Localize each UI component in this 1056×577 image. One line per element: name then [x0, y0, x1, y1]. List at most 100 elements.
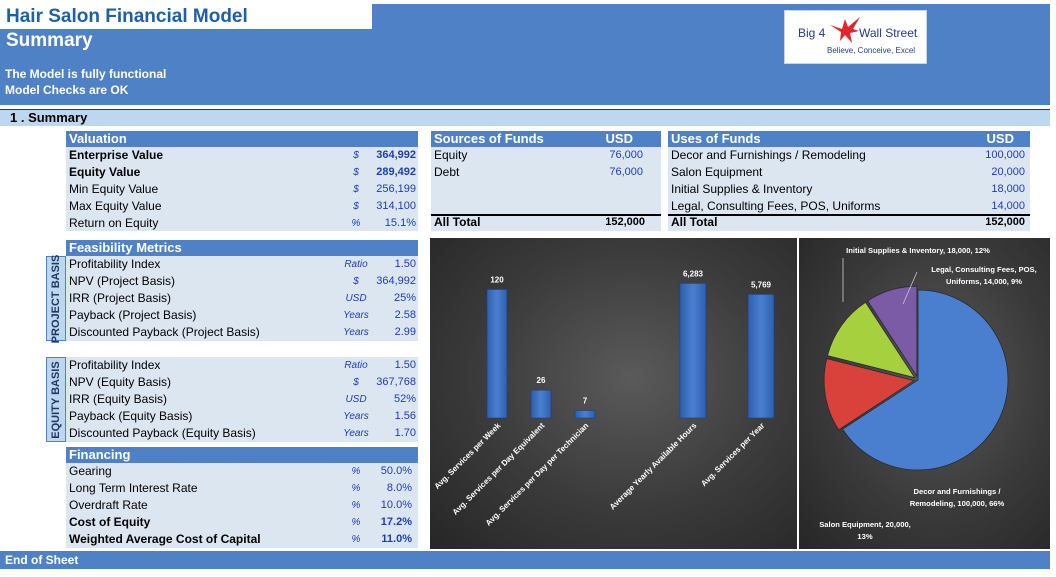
bar-category-label: Average Yearly Available Hours: [608, 421, 699, 512]
project-metric-row-label: Discounted Payback (Project Basis): [69, 325, 260, 339]
valuation-row-label: Enterprise Value: [69, 148, 164, 162]
company-logo: Big 4 Wall Street Believe, Conceive, Exc…: [784, 10, 927, 64]
equity-metric-row-unit: $: [353, 377, 359, 388]
bar-data-label: 7: [583, 397, 588, 406]
equity-metric-row-label: NPV (Equity Basis): [69, 375, 172, 389]
valuation-row: Max Equity Value $314,100: [66, 198, 418, 215]
uses-row: Initial Supplies & Inventory 18,000: [668, 181, 1030, 198]
project-metric-row: Profitability Index Ratio 1.50: [66, 256, 418, 273]
bar-data-label: 5,769: [751, 280, 772, 289]
valuation-row-unit: %: [351, 218, 361, 229]
financing-row-label: Overdraft Rate: [69, 498, 148, 512]
feasibility-panel: Feasibility Metrics Profitability Index R…: [66, 240, 418, 442]
equity-metric-row-label: Discounted Payback (Equity Basis): [69, 426, 256, 440]
uses-row-value: 18,000: [991, 183, 1025, 195]
project-metric-row-label: IRR (Project Basis): [69, 291, 172, 305]
project-metric-row: Payback (Project Basis) Years 2.58: [66, 307, 418, 324]
project-metric-row-unit: $: [353, 276, 359, 287]
bar-data-label: 6,283: [683, 269, 704, 278]
financing-row: Overdraft Rate% 10.0%: [66, 497, 418, 514]
valuation-row-value: 364,992: [376, 149, 416, 161]
pie-slice: [823, 358, 916, 431]
equity-metric-row-value: 52%: [393, 393, 416, 405]
section-header: 1 . Summary: [0, 109, 1050, 126]
equity-metric-row-value: 367,768: [376, 376, 416, 388]
financing-row-label: Long Term Interest Rate: [69, 481, 198, 495]
uses-currency: USD: [986, 131, 1014, 146]
uses-header: Uses of Funds USD: [668, 131, 1030, 147]
sources-panel: Sources of Funds USD Equity 76,000 Debt 76,…: [431, 131, 661, 231]
valuation-header: Valuation: [66, 131, 418, 147]
uses-row-label: Initial Supplies & Inventory: [671, 182, 813, 196]
valuation-body: [66, 147, 418, 231]
pie-slice: [867, 285, 918, 378]
project-metric-row-value: 2.58: [394, 309, 416, 321]
project-metric-row: IRR (Project Basis) USD 25%: [66, 290, 418, 307]
valuation-row: Equity Value $289,492: [66, 164, 418, 181]
financing-row-value: 50.0%: [380, 465, 412, 477]
equity-metric-row-unit: Years: [343, 411, 369, 422]
project-basis-tag: PROJECT BASIS: [46, 254, 66, 343]
project-metric-row-unit: Years: [343, 327, 369, 338]
equity-metric-row: NPV (Equity Basis) $367,768: [66, 374, 418, 391]
equity-metric-row-value: 1.50: [394, 359, 416, 371]
valuation-row-value: 15.1%: [384, 217, 416, 229]
uses-total-row: All Total 152,000: [671, 215, 1025, 229]
feasibility-header: Feasibility Metrics: [66, 240, 418, 256]
project-metric-row-unit: USD: [345, 293, 367, 304]
uses-row-value: 14,000: [991, 200, 1025, 212]
logo-tagline: Believe, Conceive, Excel: [827, 46, 916, 55]
financing-row-unit: %: [351, 534, 361, 545]
sources-row: Debt 76,000: [431, 164, 661, 181]
project-metric-row-label: Profitability Index: [69, 257, 161, 271]
financing-row-value: 17.2%: [380, 516, 412, 528]
sources-header: Sources of Funds USD: [431, 131, 661, 147]
valuation-row-label: Max Equity Value: [69, 199, 162, 213]
equity-metric-row: IRR (Equity Basis) USD 52%: [66, 391, 418, 408]
equity-metric-row-unit: Years: [343, 428, 369, 439]
uses-row: Salon Equipment 20,000: [668, 164, 1030, 181]
valuation-row-value: 256,199: [376, 183, 416, 195]
sources-row-label: Equity: [434, 148, 468, 162]
project-basis-body: [66, 256, 418, 341]
valuation-row-value: 314,100: [376, 200, 416, 212]
pie-data-label: Remodeling, 100,000, 66%: [910, 499, 1005, 508]
equity-metric-row-label: Profitability Index: [69, 358, 161, 372]
valuation-row-unit: $: [353, 184, 359, 195]
pie-leader-line: [902, 271, 918, 305]
model-check-note: Model Checks are OK: [5, 83, 129, 97]
pie-data-label: Initial Supplies & Inventory, 18,000, 12…: [846, 246, 990, 255]
equity-metric-row: Payback (Equity Basis) Years 1.56: [66, 408, 418, 425]
bar-category-label: Avg. Services per Day per Technician: [484, 421, 591, 528]
sources-total-rule: [431, 214, 661, 216]
logo-text-right: Wall Street: [859, 26, 918, 40]
valuation-row: Min Equity Value $256,199: [66, 181, 418, 198]
financing-row-value: 8.0%: [386, 482, 412, 494]
uses-row-value: 20,000: [991, 166, 1025, 178]
financing-row-unit: %: [351, 466, 361, 477]
financing-row: Gearing% 50.0%: [66, 463, 418, 480]
equity-metric-row-value: 1.70: [394, 427, 416, 439]
financing-row-value: 10.0%: [380, 499, 412, 511]
financing-row-label: Weighted Average Cost of Capital: [69, 532, 261, 546]
sources-total-row: All Total 152,000: [434, 215, 645, 229]
bar: [679, 283, 707, 419]
pie-slice: [842, 289, 1009, 471]
financing-row-unit: %: [351, 500, 361, 511]
model-title: Hair Salon Financial Model: [0, 4, 372, 29]
equity-basis-tag: EQUITY BASIS: [46, 357, 66, 442]
pie-slice: [827, 301, 916, 379]
valuation-row: Return on Equity% 15.1%: [66, 215, 418, 232]
valuation-row-label: Return on Equity: [69, 216, 159, 230]
sources-body: [431, 147, 661, 231]
uses-row-label: Legal, Consulting Fees, POS, Uniforms: [671, 199, 881, 213]
project-metric-row-label: NPV (Project Basis): [69, 274, 176, 288]
project-metric-row: Discounted Payback (Project Basis) Years 2…: [66, 324, 418, 341]
financing-row: Cost of Equity% 17.2%: [66, 514, 418, 531]
uses-pie-chart-panel: Decor and Furnishings / Remodeling, 100,0…: [799, 238, 1050, 549]
bar: [530, 389, 552, 419]
valuation-row: Enterprise Value $364,992: [66, 147, 418, 164]
model-status-note: The Model is fully functional: [5, 67, 167, 81]
pie-data-label: Uniforms, 14,000, 9%: [946, 277, 1022, 286]
